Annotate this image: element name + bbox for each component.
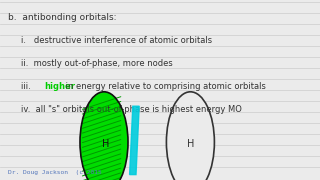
Text: H: H: [102, 139, 109, 149]
Text: higher: higher: [44, 82, 75, 91]
Text: b.  antibonding orbitals:: b. antibonding orbitals:: [8, 13, 116, 22]
Text: iii.: iii.: [21, 82, 33, 91]
Ellipse shape: [166, 92, 214, 180]
Text: iv.  all "s" orbitals out-of-phase is highest energy MO: iv. all "s" orbitals out-of-phase is hig…: [21, 105, 242, 114]
Polygon shape: [130, 106, 139, 175]
Text: H: H: [187, 139, 194, 149]
Text: ii.  mostly out-of-phase, more nodes: ii. mostly out-of-phase, more nodes: [21, 59, 172, 68]
Text: in energy relative to comprising atomic orbitals: in energy relative to comprising atomic …: [63, 82, 266, 91]
Text: i.   destructive interference of atomic orbitals: i. destructive interference of atomic or…: [21, 36, 212, 45]
Ellipse shape: [80, 92, 128, 180]
Text: Dr. Doug Jackson  (c)2015: Dr. Doug Jackson (c)2015: [8, 170, 102, 175]
